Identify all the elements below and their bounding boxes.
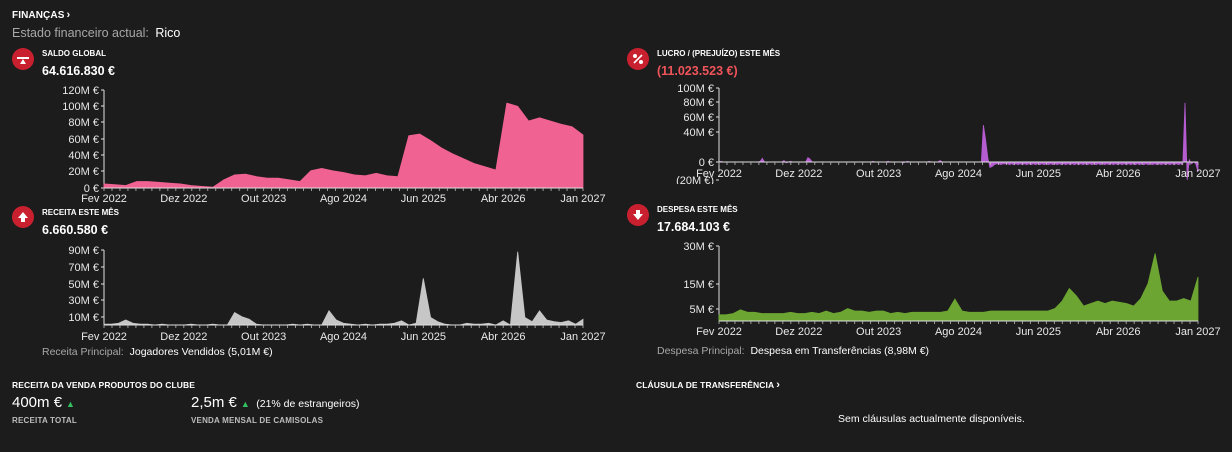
x-tick-label: Out 2023 [241,331,286,343]
x-tick-label: Abr 2026 [1096,168,1141,180]
x-tick-label: Fev 2022 [81,331,127,343]
lucro-title: LUCRO / (PREJUÍZO) ESTE MÊS [657,49,781,58]
x-tick-label: Dez 2022 [775,168,822,180]
x-tick-label: Ago 2024 [935,326,982,338]
arrow-up-icon [12,206,34,228]
y-tick-label: 0 € [84,183,99,195]
lucro-value: (11.023.523 €) [657,64,738,78]
percent-icon [627,48,649,70]
caret-up-icon: ▲ [240,399,250,409]
x-tick-label: Dez 2022 [160,193,207,205]
x-tick-label: Ago 2024 [320,193,367,205]
x-tick-label: Jun 2025 [1016,168,1061,180]
x-tick-label: Fev 2022 [696,326,742,338]
y-tick-label: 30M € [68,295,99,307]
despesa-area-series [718,253,1199,322]
financial-status: Estado financeiro actual: Rico [12,26,181,40]
chevron-right-icon: › [776,379,780,391]
x-tick-label: Abr 2026 [481,331,526,343]
despesa-title: DESPESA ESTE MÊS [657,205,738,214]
x-tick-label: Ago 2024 [935,168,982,180]
receita-area-series [103,251,584,326]
finance-section-title[interactable]: FINANÇAS › [12,9,71,21]
x-tick-label: Fev 2022 [696,168,742,180]
x-tick-label: Dez 2022 [775,326,822,338]
receita-footer: Receita Principal: Jogadores Vendidos (5… [42,346,273,358]
y-tick-label: 70M € [68,262,99,274]
x-tick-label: Jan 2027 [560,193,605,205]
y-tick-label: 20M € [68,166,99,178]
x-tick-label: Ago 2024 [320,331,367,343]
y-tick-label: 50M € [68,279,99,291]
receita-chart: 90M € 70M € 50M € 30M € 10M € Fev 2022 Dez 202… [68,245,605,343]
merch-shirts-label: VENDA MENSAL DE CAMISOLAS [191,416,324,425]
x-tick-label: Jan 2027 [1175,326,1220,338]
y-tick-label: 15M € [683,279,714,291]
y-tick-label: 80M € [68,117,99,129]
y-tick-label: 120M € [62,85,99,97]
merch-shirts: 2,5m € ▲ (21% de estrangeiros) [191,394,360,411]
saldo-chart: 120M € 100M € 80M € 60M € 40M € 20M € 0 €Fev 2… [62,85,605,205]
clausula-empty: Sem cláusulas actualmente disponíveis. [838,413,1025,425]
x-tick-label: Jun 2025 [401,193,446,205]
y-tick-label: (20M €) [676,175,714,184]
y-tick-label: 0 € [699,157,714,169]
x-tick-label: Out 2023 [856,326,901,338]
saldo-area-series [103,102,584,189]
despesa-chart: 30M € 15M € 5M € Fev 2022 Dez 2022 Out 2023 Ag… [683,241,1220,338]
x-tick-label: Fev 2022 [81,193,127,205]
x-tick-label: Dez 2022 [160,331,207,343]
x-tick-label: Out 2023 [241,193,286,205]
y-tick-label: 60M € [68,134,99,146]
x-tick-label: Jan 2027 [1175,168,1220,180]
y-tick-label: 100M € [677,83,714,95]
y-tick-label: 90M € [68,245,99,257]
caret-up-icon: ▲ [66,399,75,409]
x-tick-label: Out 2023 [856,168,901,180]
y-tick-label: 5M € [690,304,714,316]
x-tick-label: Jun 2025 [1016,326,1061,338]
x-tick-label: Abr 2026 [481,193,526,205]
receita-title: RECEITA ESTE MÊS [42,208,119,217]
receita-value: 6.660.580 € [42,223,109,237]
lucro-chart: 100M € 80M € 60M € 40M € 0 € (20M €)Fev 2022 D… [676,83,1221,184]
clausula-title[interactable]: CLÁUSULA DE TRANSFERÊNCIA › [636,379,780,391]
despesa-footer: Despesa Principal: Despesa em Transferên… [657,345,930,357]
x-tick-label: Jun 2025 [401,331,446,343]
saldo-value: 64.616.830 € [42,64,115,78]
y-tick-label: 40M € [683,127,714,139]
saldo-title: SALDO GLOBAL [42,49,106,58]
y-tick-label: 100M € [62,101,99,113]
y-tick-label: 60M € [683,112,714,124]
chevron-right-icon: › [66,9,71,21]
y-tick-label: 30M € [683,241,714,253]
y-tick-label: 10M € [68,312,99,324]
merch-title: RECEITA DA VENDA PRODUTOS DO CLUBE [12,380,196,390]
y-tick-label: 40M € [68,150,99,162]
y-tick-label: 80M € [683,97,714,109]
merch-total: 400m € ▲ [12,394,75,411]
despesa-value: 17.684.103 € [657,220,730,234]
seesaw-icon [12,48,34,70]
x-tick-label: Abr 2026 [1096,326,1141,338]
merch-total-label: RECEITA TOTAL [12,416,77,425]
arrow-down-icon [627,204,649,226]
x-tick-label: Jan 2027 [560,331,605,343]
